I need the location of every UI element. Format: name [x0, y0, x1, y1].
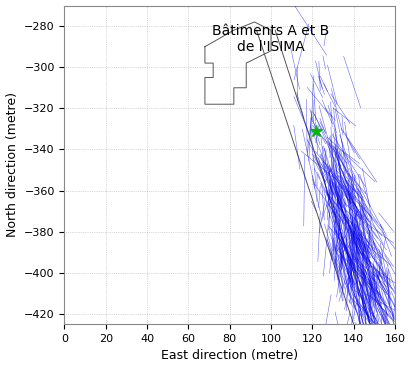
Text: Bâtiments A et B
de l'ISIMA: Bâtiments A et B de l'ISIMA: [212, 24, 330, 54]
Y-axis label: North direction (metre): North direction (metre): [6, 92, 18, 237]
X-axis label: East direction (metre): East direction (metre): [161, 350, 298, 362]
